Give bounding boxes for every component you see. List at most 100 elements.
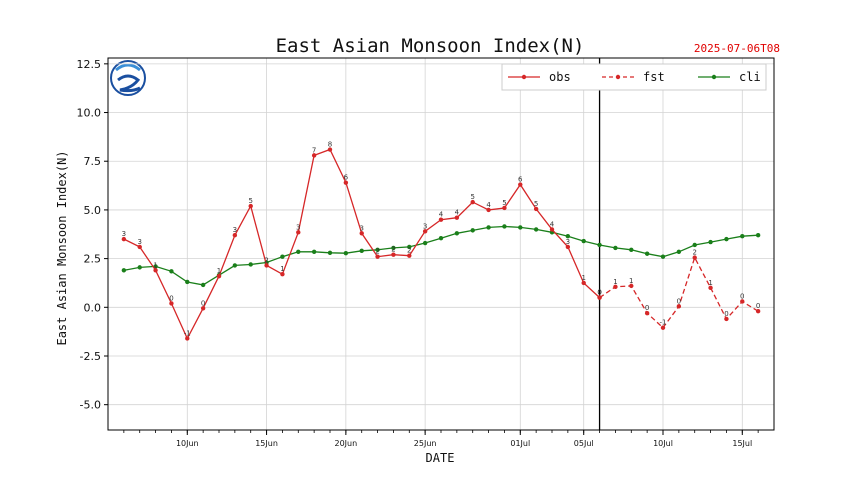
cli-data-point (280, 254, 285, 259)
cli-data-point (629, 247, 634, 253)
obs-data-label: 5 (502, 199, 506, 207)
y-tick-label: 0.0 (84, 301, 102, 314)
obs-data-label: 7 (312, 146, 316, 154)
obs-data-label: 3 (296, 223, 300, 231)
cli-data-point (565, 234, 571, 239)
obs-data-label: 4 (455, 209, 460, 217)
obs-data-point (407, 253, 412, 258)
obs-data-label: 1 (217, 267, 221, 275)
obs-data-point (359, 231, 364, 236)
obs-data-label: 3 (233, 226, 237, 234)
obs-data-point (486, 207, 491, 213)
obs-data-point (264, 263, 269, 268)
obs-data-label: 2 (391, 246, 395, 254)
cli-data-point (407, 244, 412, 250)
obs-data-label: 3 (122, 230, 126, 238)
cli-data-point (518, 225, 523, 230)
obs-data-label: 4 (486, 201, 491, 209)
obs-data-point (343, 180, 349, 185)
obs-data-label: 2 (407, 247, 411, 255)
obs-data-label: 1 (280, 265, 284, 273)
chart-title: East Asian Monsoon Index(N) (276, 35, 585, 57)
cli-data-point (311, 249, 317, 254)
fst-data-label: -1 (660, 319, 667, 327)
obs-data-label: 2 (375, 248, 379, 256)
legend-obs-label: obs (549, 70, 571, 84)
fst-data-point (676, 304, 682, 309)
fst-data-point (708, 285, 713, 291)
obs-data-point (216, 273, 222, 279)
fst-data-label: 2 (692, 249, 696, 257)
cli-data-point (185, 279, 190, 285)
cli-data-point (375, 247, 380, 253)
obs-data-point (311, 153, 317, 158)
x-tick-label: 05Jul (574, 439, 594, 448)
cli-data-point (502, 224, 507, 229)
obs-data-label: 0 (201, 299, 205, 307)
fst-data-label: 1 (629, 277, 633, 285)
obs-data-point (296, 230, 301, 235)
obs-data-point (502, 205, 507, 211)
obs-data-point (169, 301, 174, 306)
cli-data-point (137, 265, 142, 270)
obs-series-line (123, 148, 601, 340)
fst-data-point (740, 299, 745, 304)
obs-data-label: 3 (137, 238, 141, 246)
cli-data-point (359, 248, 364, 254)
cli-data-point (486, 225, 491, 230)
obs-data-point (137, 244, 142, 250)
obs-data-label: -1 (184, 329, 191, 337)
fst-data-label: 1 (613, 278, 617, 286)
obs-data-point (280, 271, 285, 277)
obs-data-point (185, 336, 190, 341)
cli-data-point (422, 240, 428, 246)
cli-data-point (581, 238, 586, 244)
x-tick-label: 10Jul (653, 439, 673, 448)
obs-data-point (121, 236, 127, 242)
fst-data-point (644, 310, 650, 316)
legend: obs fst cli (501, 63, 767, 91)
obs-data-point (470, 199, 475, 205)
obs-data-label: 8 (328, 141, 332, 149)
fst-data-label: 0 (677, 297, 681, 305)
obs-data-label: 4 (550, 220, 555, 228)
obs-data-point (248, 203, 253, 209)
fst-data-point (724, 316, 729, 322)
cli-data-point (454, 231, 460, 236)
y-tick-label: -5.0 (80, 399, 101, 412)
fst-data-point (755, 308, 761, 314)
obs-data-label: 3 (359, 224, 363, 232)
x-axis-label: DATE (426, 451, 455, 465)
cli-data-point (644, 251, 650, 256)
y-axis-label: East Asian Monsoon Index(N) (55, 150, 69, 345)
obs-data-point (518, 182, 523, 187)
x-tick-label: 01Jul (510, 439, 530, 448)
x-tick-label: 20Jun (335, 439, 358, 448)
forecast-timestamp: 2025-07-06T08 (694, 42, 780, 55)
obs-data-label: 0 (169, 294, 173, 302)
cli-data-point (343, 250, 349, 256)
fst-data-point (660, 325, 666, 330)
obs-data-label: 3 (566, 238, 570, 246)
cli-data-point (327, 250, 333, 255)
fst-data-point (597, 295, 602, 300)
obs-data-label: 2 (264, 256, 268, 264)
grid (108, 58, 774, 430)
obs-data-point (565, 244, 571, 250)
x-tick-label: 15Jun (255, 439, 278, 448)
cli-data-point (296, 249, 301, 254)
obs-data-label: 6 (344, 174, 349, 182)
y-tick-label: 5.0 (84, 204, 102, 217)
cli-data-point (169, 269, 174, 274)
obs-data-point (232, 233, 238, 238)
cli-data-point (121, 268, 127, 273)
series (121, 147, 761, 341)
weather-service-logo-icon (110, 60, 146, 96)
fst-data-label: 1 (708, 279, 712, 287)
cli-data-point (692, 242, 697, 248)
fst-data-label: 0 (724, 310, 728, 318)
cli-data-point (248, 262, 253, 267)
x-tick-label: 15Jul (732, 439, 752, 448)
obs-data-label: 5 (534, 200, 538, 208)
